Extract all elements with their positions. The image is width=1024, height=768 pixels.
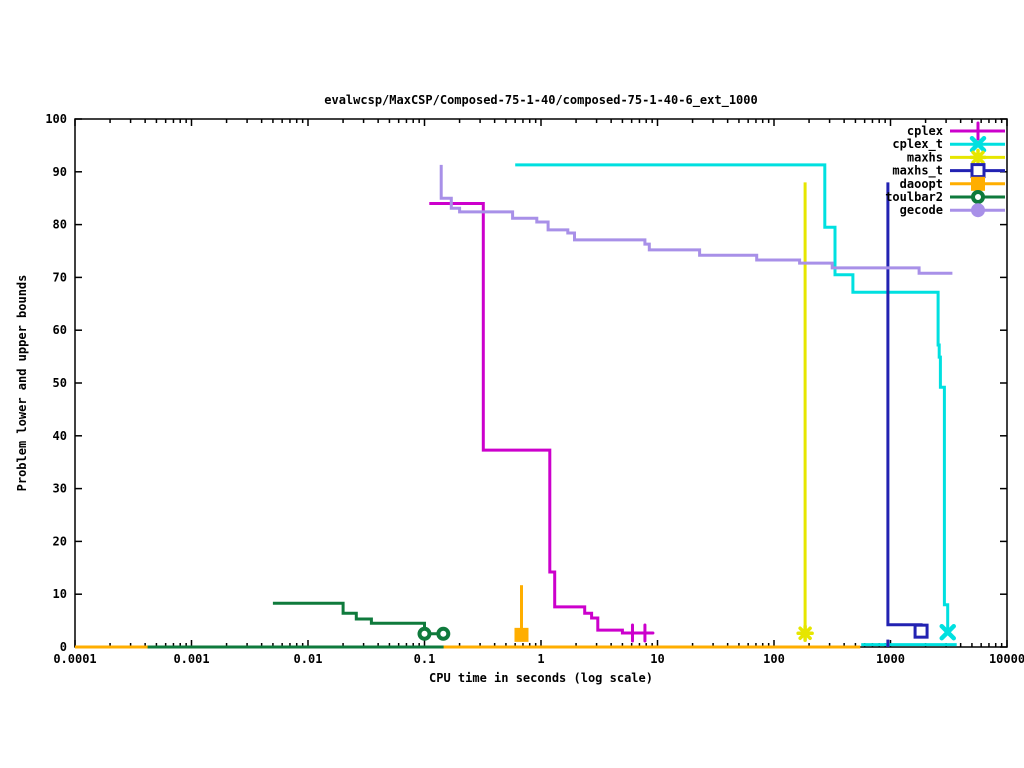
x-axis-label: CPU time in seconds (log scale) [429, 671, 653, 685]
legend-label-maxhs_t: maxhs_t [892, 164, 943, 179]
y-tick-label: 0 [60, 640, 67, 654]
legend-marker-gecode [971, 203, 985, 218]
series-cplex [429, 202, 655, 643]
x-tick-label: 0.001 [173, 652, 209, 666]
open-circle-marker [436, 626, 451, 641]
series-toulbar2 [147, 601, 451, 649]
x-tick-label: 1000 [876, 652, 905, 666]
series-toulbar2-marker [436, 626, 451, 641]
star-marker [969, 148, 987, 167]
x-tick-label: 10000 [989, 652, 1024, 666]
cross-marker [969, 135, 987, 153]
y-tick-label: 70 [53, 270, 67, 284]
y-tick-label: 40 [53, 429, 67, 443]
x-tick-label: 1 [537, 652, 544, 666]
plus-marker [635, 623, 655, 643]
legend-marker-toulbar2 [971, 190, 985, 204]
legend-item-maxhs_t: maxhs_t [892, 163, 1005, 179]
legend-label-daoopt: daoopt [900, 177, 943, 191]
chart-legend: cplexcplex_tmaxhsmaxhs_tdaoopttoulbar2ge… [885, 121, 1005, 218]
legend-marker-cplex_t [969, 135, 987, 153]
legend-item-cplex_t: cplex_t [892, 135, 1005, 153]
open-square-marker [913, 623, 929, 639]
series-cplex_t-line [515, 163, 950, 633]
y-tick-label: 90 [53, 165, 67, 179]
legend-label-cplex_t: cplex_t [892, 137, 943, 152]
y-tick-label: 20 [53, 534, 67, 548]
legend-label-cplex: cplex [907, 124, 943, 138]
open-circle-marker [971, 190, 985, 204]
chart-title: evalwcsp/MaxCSP/Composed-75-1-40/compose… [324, 93, 757, 108]
legend-item-maxhs: maxhs [907, 148, 1005, 167]
legend-marker-daoopt [971, 176, 985, 191]
series-maxhs_t-marker [913, 623, 929, 639]
series-daoopt [75, 585, 861, 649]
legend-marker-maxhs_t [970, 163, 986, 179]
series-maxhs_t [886, 182, 929, 647]
series-maxhs-marker [796, 624, 814, 643]
series-maxhs [796, 182, 814, 643]
series-maxhs_t-line [886, 182, 923, 632]
star-marker [796, 624, 814, 643]
series-cplex_t [515, 163, 957, 647]
y-tick-label: 80 [53, 218, 67, 232]
x-tick-label: 0.01 [294, 652, 323, 666]
legend-label-toulbar2: toulbar2 [885, 190, 943, 204]
series-gecode-line [439, 164, 953, 275]
series-gecode [439, 164, 953, 275]
series-toulbar2-line [272, 601, 444, 636]
x-tick-label: 0.0001 [53, 652, 96, 666]
y-tick-label: 50 [53, 376, 67, 390]
y-tick-label: 60 [53, 323, 67, 337]
legend-item-gecode: gecode [900, 203, 1005, 218]
y-axis-label: Problem lower and upper bounds [15, 275, 29, 492]
filled-circle-marker [971, 203, 985, 218]
x-tick-label: 10 [650, 652, 664, 666]
plus-marker [968, 121, 988, 141]
filled-square-marker [514, 627, 529, 642]
legend-label-maxhs: maxhs [907, 150, 943, 164]
legend-item-cplex: cplex [907, 121, 1005, 141]
cross-marker [939, 623, 956, 641]
legend-marker-maxhs [969, 148, 987, 167]
open-circle-marker [417, 626, 432, 641]
legend-item-toulbar2: toulbar2 [885, 190, 1005, 204]
plot-border [74, 118, 1008, 648]
series-cplex_t-marker [939, 623, 956, 641]
y-tick-label: 30 [53, 482, 67, 496]
legend-item-daoopt: daoopt [900, 176, 1005, 191]
y-tick-label: 10 [53, 587, 67, 601]
legend-marker-cplex [968, 121, 988, 141]
series-toulbar2-marker [417, 626, 432, 641]
series-cplex-marker [635, 623, 655, 643]
filled-square-marker [971, 176, 985, 191]
series-cplex-line [429, 202, 648, 635]
open-square-marker [970, 163, 986, 179]
legend-label-gecode: gecode [900, 203, 943, 217]
x-tick-label: 100 [763, 652, 785, 666]
series-daoopt-marker [514, 627, 529, 642]
y-tick-label: 100 [45, 112, 67, 126]
plot-area: 0.0001 0.001 0.01 0.1 1 10 100 1000 10000 0 10 20 30… [45, 112, 1024, 666]
x-tick-label: 0.1 [414, 652, 436, 666]
